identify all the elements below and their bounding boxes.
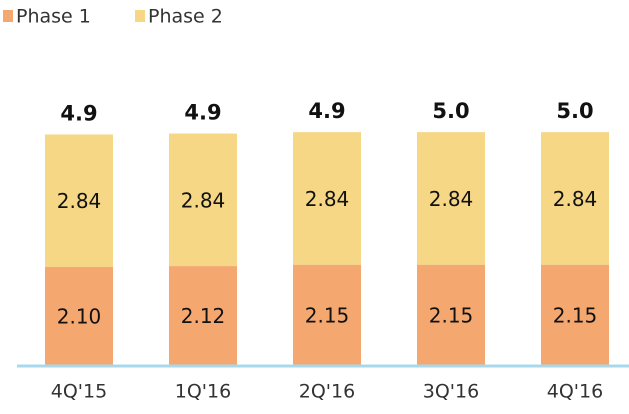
total-label: 5.0 [556, 99, 593, 123]
x-tick-label: 1Q'16 [175, 381, 231, 403]
segment-label: 2.84 [553, 187, 598, 211]
segment-label: 2.15 [429, 303, 474, 327]
bar-segment [417, 132, 485, 265]
bar-segment [541, 132, 609, 265]
x-tick-label: 3Q'16 [423, 381, 479, 403]
segment-label: 2.15 [553, 303, 598, 327]
legend-label: Phase 2 [148, 6, 223, 28]
total-label: 4.9 [60, 101, 97, 125]
segment-label: 2.84 [429, 187, 474, 211]
total-label: 5.0 [432, 99, 469, 123]
bar-segment [169, 266, 237, 365]
total-label: 4.9 [308, 99, 345, 123]
total-label: 4.9 [184, 101, 221, 125]
segment-label: 2.84 [305, 187, 350, 211]
segment-label: 2.84 [57, 189, 102, 213]
bar-segment [169, 133, 237, 267]
segment-label: 2.15 [305, 303, 350, 327]
segment-label: 2.84 [181, 188, 226, 212]
legend-swatch [3, 10, 13, 22]
bar-segment [541, 264, 609, 365]
bar-segment [293, 132, 361, 265]
bar-segment [45, 267, 113, 365]
x-tick-label: 4Q'15 [51, 381, 107, 403]
x-tick-label: 4Q'16 [547, 381, 603, 403]
bar-segment [293, 264, 361, 365]
bar-segment [417, 264, 485, 365]
x-tick-label: 2Q'16 [299, 381, 355, 403]
legend-label: Phase 1 [16, 6, 91, 28]
segment-label: 2.10 [57, 305, 102, 329]
bar-segment [45, 134, 113, 267]
segment-label: 2.12 [181, 304, 226, 328]
legend-swatch [135, 10, 145, 22]
